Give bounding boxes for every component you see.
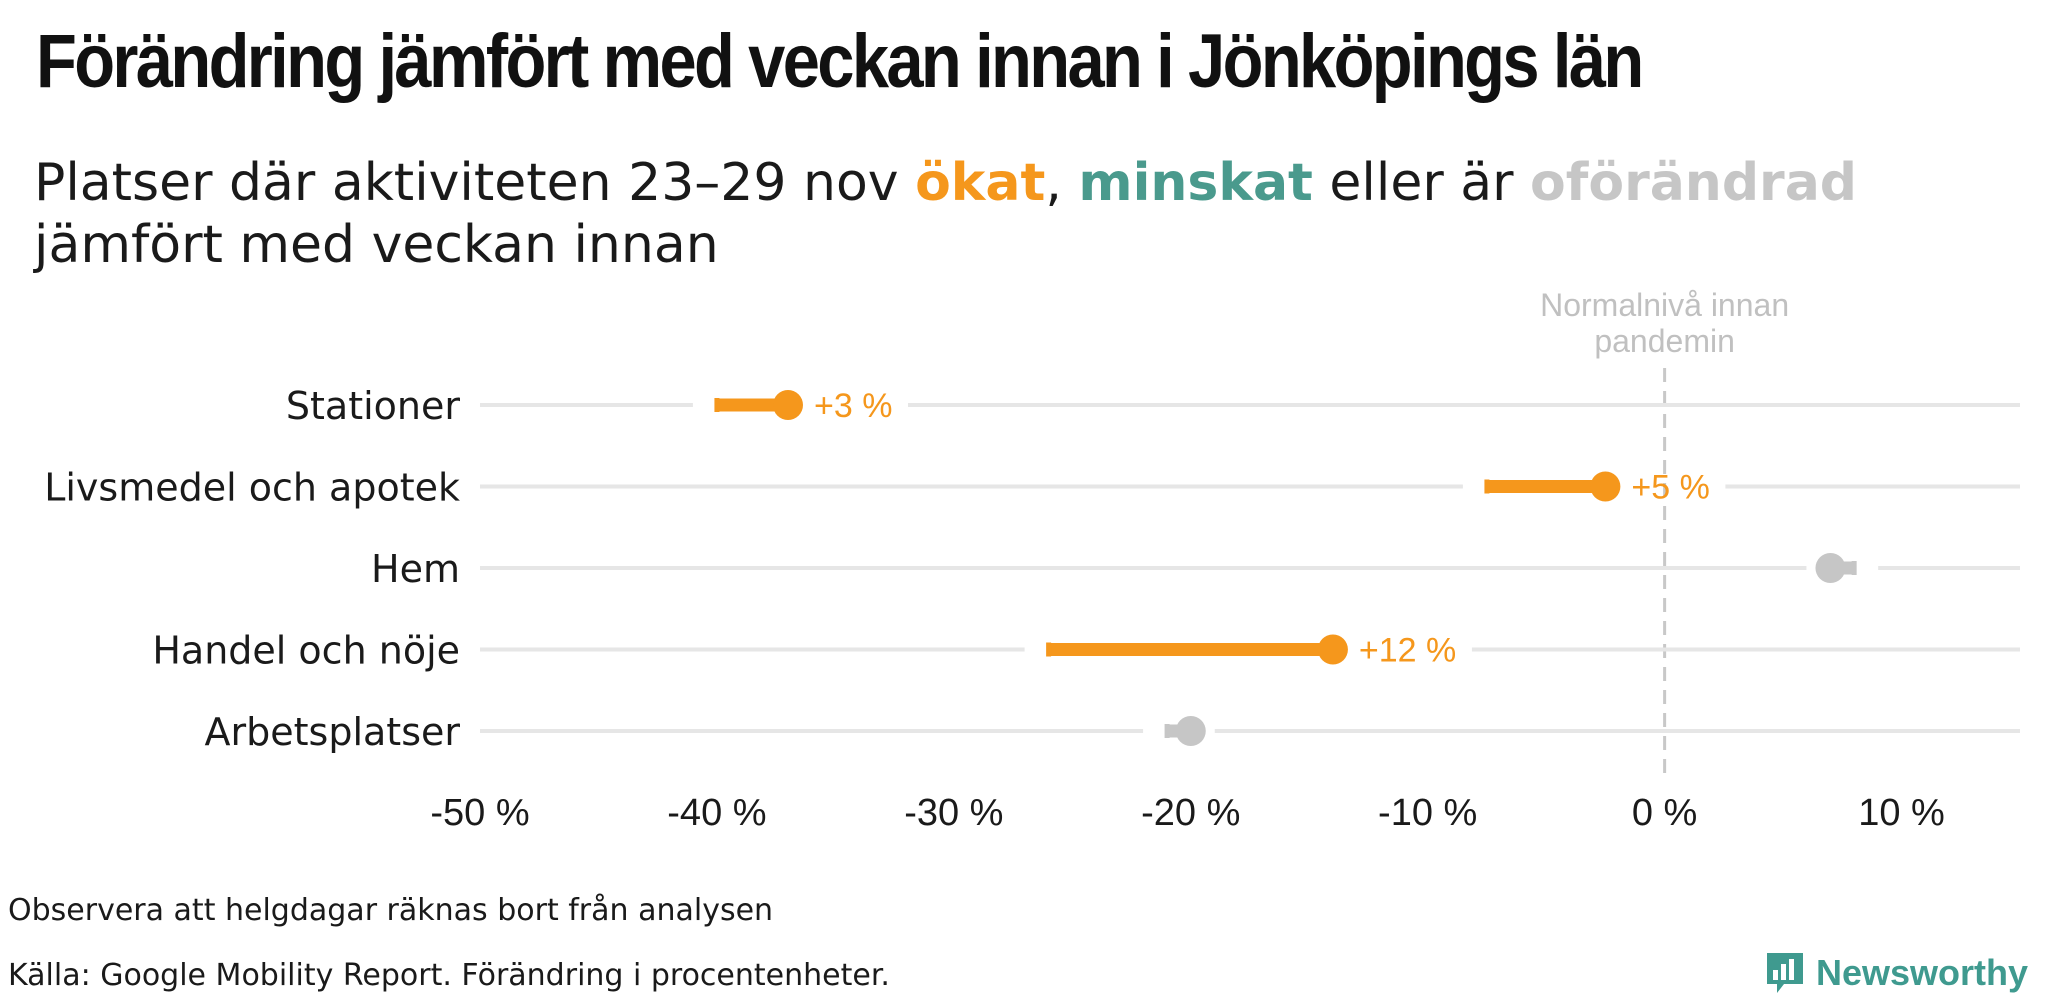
current-week-dot (1317, 634, 1348, 665)
subtitle-increase-word: ökat (915, 153, 1046, 213)
subtitle-text: Platser där aktiviteten 23–29 nov (34, 153, 916, 213)
brand-name: Newsworthy (1815, 952, 2028, 993)
x-axis: -50 % -40 % -30 % -20 % -10 % 0 % 10 % (430, 792, 1944, 830)
subtitle-line-2: jämfört med veckan innan (34, 215, 719, 275)
x-tick-label: -10 % (1378, 792, 1477, 830)
subtitle-decrease-word: minskat (1078, 153, 1313, 213)
x-tick-label: -40 % (667, 792, 766, 830)
chart-row: Handel och nöje +12 % (152, 629, 2020, 673)
chart-row: Livsmedel och apotek +5 % (44, 466, 2020, 510)
chart-row: Hem (371, 547, 2020, 591)
chart-title: Förändring jämfört med veckan innan i Jö… (36, 19, 1644, 104)
newsworthy-logo: Newsworthy (1764, 950, 2028, 996)
subtitle-middle: eller är (1312, 153, 1530, 213)
current-week-dot (1815, 553, 1846, 583)
x-tick-label: -50 % (430, 792, 529, 830)
reference-label-line-2: pandemin (1594, 323, 1735, 359)
change-label: +5 % (1631, 469, 1709, 507)
subtitle-unchanged-word: oförändrad (1530, 153, 1858, 213)
x-tick-label: -20 % (1141, 792, 1240, 830)
category-label: Handel och nöje (152, 629, 460, 673)
chart-subtitle: Platser där aktiviteten 23–29 nov ökat, … (34, 152, 1934, 276)
bar-chart-bubble-icon (1766, 953, 1803, 993)
chart-row: Stationer +3 % (286, 384, 2020, 428)
change-label: +12 % (1359, 632, 1456, 670)
category-label: Arbetsplatser (205, 710, 461, 754)
category-label: Livsmedel och apotek (44, 466, 460, 510)
category-label: Hem (371, 547, 460, 591)
current-week-dot (1590, 471, 1621, 502)
x-tick-label: -30 % (904, 792, 1003, 830)
change-label: +3 % (814, 387, 892, 425)
chart-rows: Stationer +3 % Livsmedel och apotek +5 % Hem… (44, 384, 2020, 754)
source-note: Källa: Google Mobility Report. Förändrin… (8, 958, 890, 993)
footnote: Observera att helgdagar räknas bort från… (8, 893, 774, 928)
chart-row: Arbetsplatser (205, 710, 2020, 754)
subtitle-separator: , (1045, 153, 1079, 213)
x-tick-label: 10 % (1858, 792, 1945, 830)
reference-label-line-1: Normalnivå innan (1540, 287, 1789, 323)
current-week-dot (1175, 716, 1206, 746)
category-label: Stationer (286, 384, 460, 428)
x-tick-label: 0 % (1632, 792, 1697, 830)
current-week-dot (773, 390, 803, 420)
